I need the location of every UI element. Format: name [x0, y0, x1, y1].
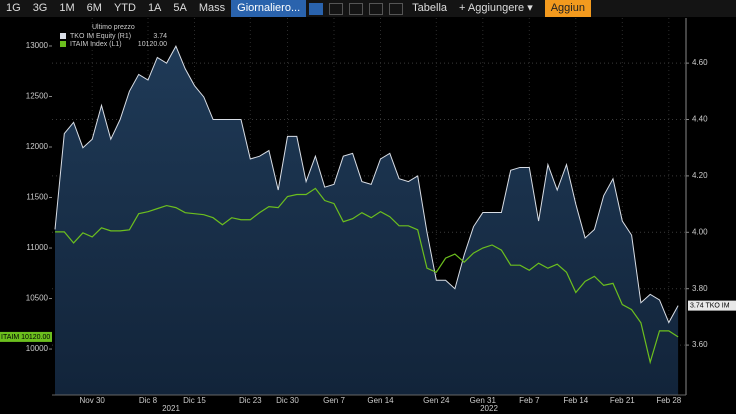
y2-tick-label: 4.60: [692, 58, 708, 67]
y-tick-label: 12000: [26, 142, 49, 151]
axis-tag: ITAIM 10120.00: [1, 334, 50, 341]
year-label: 2022: [480, 404, 498, 413]
chart-style-icon[interactable]: [389, 2, 404, 15]
y-tick-label: 11500: [26, 193, 48, 202]
x-tick-label: Dic 15: [183, 396, 206, 405]
axis-tag: 3.74 TKO IM: [690, 302, 730, 309]
period-button[interactable]: 6M: [86, 2, 102, 14]
table-button[interactable]: Tabella: [412, 2, 447, 14]
x-tick-label: Feb 28: [656, 396, 681, 405]
legend-value: 10120.00: [138, 41, 167, 48]
line: [54, 45, 679, 324]
legend-value: 3.74: [153, 33, 167, 40]
x-tick-label: Feb 21: [610, 396, 635, 405]
period-button[interactable]: 1A: [147, 2, 162, 14]
y-tick-label: 10500: [26, 294, 49, 303]
y2-tick-label: 3.60: [692, 340, 708, 349]
period-button[interactable]: 3G: [32, 2, 48, 14]
x-tick-label: Feb 7: [519, 396, 540, 405]
y-tick-label: 13000: [26, 41, 49, 50]
legend-swatch: [60, 41, 66, 47]
chart-style-icon[interactable]: [369, 2, 384, 15]
period-button[interactable]: 1M: [59, 2, 75, 14]
area: [55, 46, 679, 396]
chart-style-icon[interactable]: [309, 2, 324, 15]
y-tick-label: 12500: [26, 92, 49, 101]
chart-style-icon[interactable]: [349, 2, 364, 15]
legend-title: Ultimo prezzo: [92, 24, 135, 31]
period-button[interactable]: Giornaliero...: [231, 0, 307, 17]
y-tick-label: 10000: [26, 344, 49, 353]
year-label: 2021: [162, 404, 180, 413]
y2-tick-label: 4.40: [692, 115, 708, 124]
legend-label: ITAIM Index (L1): [70, 41, 122, 48]
period-button[interactable]: 5A: [173, 2, 187, 14]
line: [55, 187, 679, 365]
y2-tick-label: 4.00: [692, 227, 708, 236]
legend-swatch: [60, 33, 66, 39]
x-tick-label: Dic 30: [276, 396, 299, 405]
y2-tick-label: 3.80: [692, 284, 708, 293]
x-tick-label: Gen 14: [367, 396, 394, 405]
axis-tag-box: [0, 331, 52, 342]
y-tick-label: 11000: [26, 243, 48, 252]
x-tick-label: Gen 31: [470, 396, 497, 405]
period-button[interactable]: 1G: [6, 2, 21, 14]
y2-tick-label: 4.20: [692, 171, 708, 180]
axis-tag-box: [688, 300, 736, 311]
toolbar: 1G 3G 1M 6M YTD 1A 5A Mass Giornaliero... Tabella…: [0, 0, 736, 17]
alert-button[interactable]: Aggiun: [544, 0, 591, 17]
x-tick-label: Nov 30: [80, 396, 106, 405]
period-button[interactable]: Mass: [198, 2, 226, 14]
x-tick-label: Dic 8: [139, 396, 158, 405]
x-tick-label: Dic 23: [239, 396, 262, 405]
legend-label: TKO IM Equity (R1): [70, 33, 131, 40]
x-tick-label: Gen 7: [323, 396, 345, 405]
chart-style-icon[interactable]: [329, 2, 344, 15]
period-button[interactable]: YTD: [113, 2, 136, 14]
add-button[interactable]: + Aggiungere ▾: [459, 2, 533, 14]
x-tick-label: Gen 24: [423, 396, 450, 405]
x-tick-label: Feb 14: [563, 396, 588, 405]
